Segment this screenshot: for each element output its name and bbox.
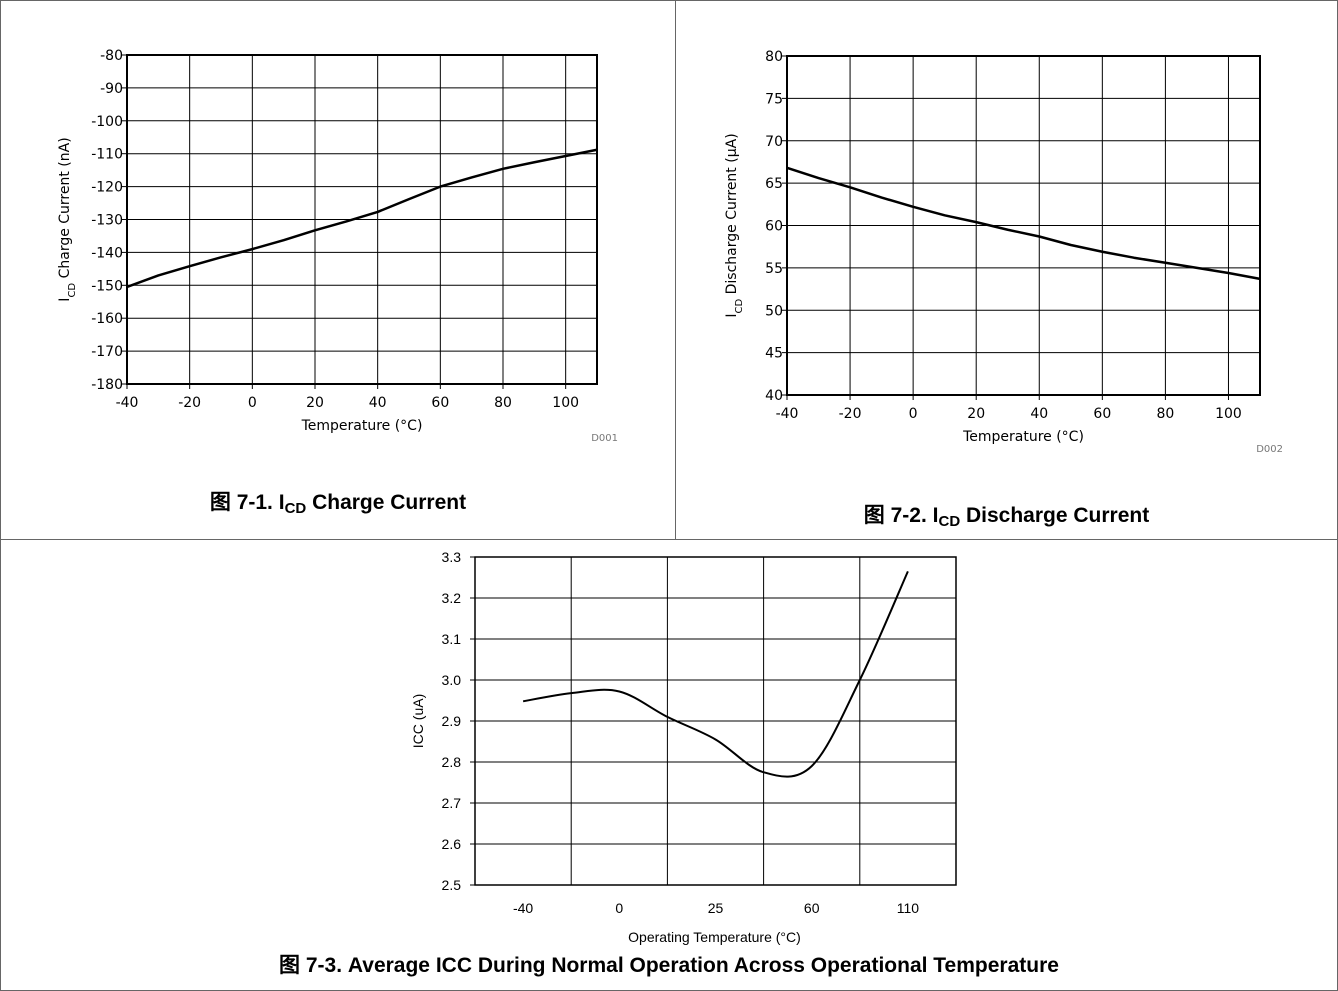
y-tick-label: -80 bbox=[100, 48, 123, 64]
y-tick-label: 80 bbox=[765, 49, 783, 65]
y-tick-label: 45 bbox=[765, 346, 783, 362]
x-tick-label: -40 bbox=[116, 395, 139, 411]
series-line bbox=[126, 148, 598, 289]
y-tick-label: -120 bbox=[91, 180, 123, 196]
figure-code: D001 bbox=[591, 433, 618, 444]
y-tick-label: 3.1 bbox=[442, 631, 462, 647]
x-tick-label: -20 bbox=[178, 395, 201, 411]
x-tick-label: 0 bbox=[909, 406, 918, 422]
y-tick-label: 3.3 bbox=[442, 549, 462, 565]
x-axis-label: Temperature (°C) bbox=[301, 418, 423, 434]
x-tick-label: 60 bbox=[804, 900, 820, 916]
y-axis-label: ICC (uA) bbox=[410, 694, 426, 748]
x-axis-label: Operating Temperature (°C) bbox=[628, 929, 801, 945]
y-tick-label: 60 bbox=[765, 219, 783, 235]
x-tick-label: -20 bbox=[839, 406, 862, 422]
figure-7-2-panel: -40 -20 0 20 40 60 80 100 80 75 70 65 60 55 50 45 40 Temp… bbox=[675, 0, 1338, 540]
y-tick-label: 2.5 bbox=[442, 877, 462, 893]
y-tick-label: -100 bbox=[91, 114, 123, 130]
y-tick-label: 2.6 bbox=[442, 836, 462, 852]
x-tick-label: -40 bbox=[776, 406, 799, 422]
y-tick-label: -180 bbox=[91, 377, 123, 393]
figure-7-3-caption: 图 7-3. Average ICC During Normal Operati… bbox=[279, 954, 1059, 977]
discharge-current-chart: -40 -20 0 20 40 60 80 100 80 75 70 65 60 55 50 45 40 Temp… bbox=[724, 49, 1283, 455]
x-tick-label: 0 bbox=[248, 395, 257, 411]
y-tick-label: 2.9 bbox=[442, 713, 462, 729]
average-icc-chart: 3.3 3.2 3.1 3.0 2.9 2.8 2.7 2.6 2.5 -40 0 25 60 110 Op… bbox=[410, 549, 957, 945]
y-tick-label: 70 bbox=[765, 134, 783, 150]
y-tick-label: -140 bbox=[91, 245, 123, 261]
figure-7-1-caption: 图 7-1. ICD Charge Current bbox=[209, 491, 467, 517]
x-tick-label: 80 bbox=[494, 395, 512, 411]
y-tick-label: -150 bbox=[91, 278, 123, 294]
y-tick-label: 50 bbox=[765, 303, 783, 319]
series-line bbox=[786, 166, 1261, 281]
x-tick-label: 60 bbox=[1093, 406, 1111, 422]
y-tick-label: -170 bbox=[91, 344, 123, 360]
y-tick-label: 2.7 bbox=[442, 795, 462, 811]
x-tick-label: 20 bbox=[306, 395, 324, 411]
y-tick-label: -90 bbox=[100, 81, 123, 97]
x-tick-label: 40 bbox=[369, 395, 387, 411]
y-tick-label: 2.8 bbox=[442, 754, 462, 770]
x-axis-label: Temperature (°C) bbox=[962, 429, 1084, 445]
figure-7-1-panel: -40 -20 0 20 40 60 80 100 -80 -90 -100 -110 -120 -130… bbox=[0, 0, 676, 540]
y-tick-label: 40 bbox=[765, 388, 783, 404]
x-tick-label: 60 bbox=[431, 395, 449, 411]
x-tick-label: 0 bbox=[615, 900, 623, 916]
series-line bbox=[522, 570, 909, 778]
y-tick-label: 3.2 bbox=[442, 590, 462, 606]
y-tick-label: 75 bbox=[765, 91, 783, 107]
y-tick-label: -160 bbox=[91, 311, 123, 327]
x-tick-label: 110 bbox=[897, 900, 920, 916]
x-tick-label: 40 bbox=[1030, 406, 1048, 422]
x-tick-label: 20 bbox=[967, 406, 985, 422]
y-axis-label: ICD Charge Current (nA) bbox=[57, 137, 78, 301]
y-tick-label: -110 bbox=[91, 147, 123, 163]
y-axis-label: ICD Discharge Current (µA) bbox=[724, 133, 745, 317]
y-tick-label: 55 bbox=[765, 261, 783, 277]
x-tick-label: -40 bbox=[513, 900, 533, 916]
x-tick-label: 100 bbox=[552, 395, 579, 411]
y-tick-label: 65 bbox=[765, 176, 783, 192]
figure-code: D002 bbox=[1256, 444, 1283, 455]
y-tick-label: -130 bbox=[91, 213, 123, 229]
y-tick-label: 3.0 bbox=[442, 672, 462, 688]
x-tick-label: 100 bbox=[1215, 406, 1242, 422]
x-tick-label: 80 bbox=[1156, 406, 1174, 422]
figure-7-2-caption: 图 7-2. ICD Discharge Current bbox=[863, 504, 1150, 530]
x-tick-label: 25 bbox=[708, 900, 724, 916]
charge-current-chart: -40 -20 0 20 40 60 80 100 -80 -90 -100 -110 -120 -130… bbox=[57, 48, 618, 444]
figure-7-3-panel: 3.3 3.2 3.1 3.0 2.9 2.8 2.7 2.6 2.5 -40 0 25 60 110 Op… bbox=[0, 539, 1338, 991]
